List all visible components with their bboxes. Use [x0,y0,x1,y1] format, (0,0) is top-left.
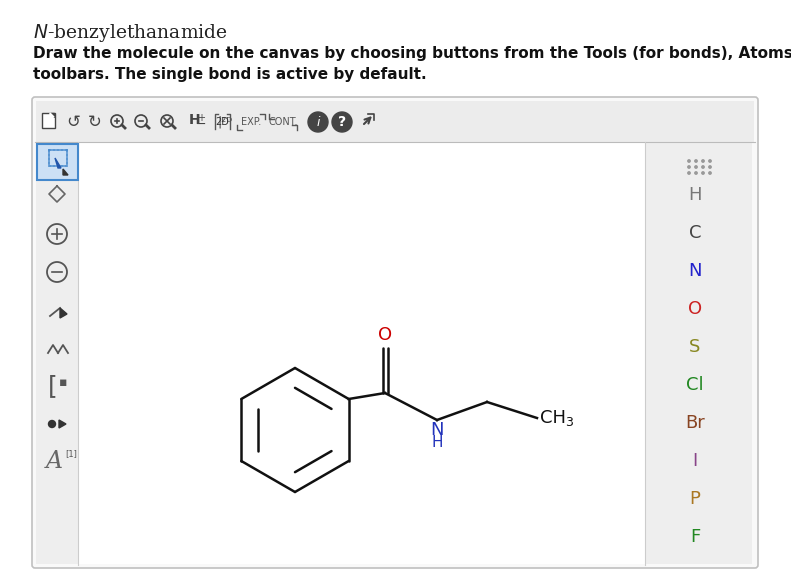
Text: [: [ [48,374,58,398]
Text: F: F [690,528,700,546]
Text: EXP.: EXP. [241,117,261,127]
Circle shape [308,112,328,132]
Text: CH: CH [540,409,566,427]
Text: N: N [430,421,444,439]
Bar [37,144,78,180]
Polygon shape [50,113,54,117]
Circle shape [702,166,704,168]
Circle shape [709,172,711,174]
Circle shape [688,172,691,174]
Text: H: H [189,113,201,127]
FancyBboxPatch shape [41,113,55,127]
Text: ▪: ▪ [59,376,67,389]
Text: Cl: Cl [686,376,704,394]
Text: H: H [688,186,702,204]
Text: ?: ? [338,115,346,129]
Circle shape [332,112,352,132]
Bar [79,143,645,564]
Text: ↻: ↻ [88,113,102,131]
Text: C: C [689,224,702,242]
Text: N: N [688,262,702,280]
Circle shape [709,166,711,168]
Text: [1]: [1] [65,450,77,458]
Text: O: O [378,326,392,344]
Bar [645,143,752,564]
Polygon shape [55,158,61,168]
Text: 2D: 2D [215,117,229,127]
Polygon shape [60,308,67,318]
Bar [36,101,754,143]
Text: Draw the molecule on the canvas by choosing buttons from the Tools (for bonds), : Draw the molecule on the canvas by choos… [33,46,791,61]
Text: CONT.: CONT. [268,117,297,127]
Text: H: H [431,435,443,450]
Text: toolbars. The single bond is active by default.: toolbars. The single bond is active by d… [33,67,426,82]
Text: +: + [197,113,205,123]
Text: Br: Br [685,414,705,432]
Text: |²ᴰ: |²ᴰ [217,116,233,128]
Circle shape [694,160,697,162]
Polygon shape [50,113,54,117]
Text: I: I [692,452,698,470]
FancyBboxPatch shape [32,97,758,568]
Bar [36,143,78,564]
Circle shape [694,166,697,168]
Text: P: P [690,490,701,508]
Text: i: i [316,117,320,130]
Polygon shape [63,169,68,175]
Circle shape [702,172,704,174]
Circle shape [694,172,697,174]
Circle shape [688,160,691,162]
Text: ↺: ↺ [66,113,80,131]
Text: O: O [688,300,702,318]
Text: A: A [46,450,62,474]
Circle shape [48,421,55,428]
Circle shape [688,166,691,168]
Circle shape [709,160,711,162]
Polygon shape [59,420,66,428]
Circle shape [702,160,704,162]
Text: 3: 3 [565,415,573,429]
Text: $\mathit{N}$-benzylethanamide: $\mathit{N}$-benzylethanamide [33,22,228,44]
Text: S: S [689,338,701,356]
Text: −: − [195,117,206,131]
